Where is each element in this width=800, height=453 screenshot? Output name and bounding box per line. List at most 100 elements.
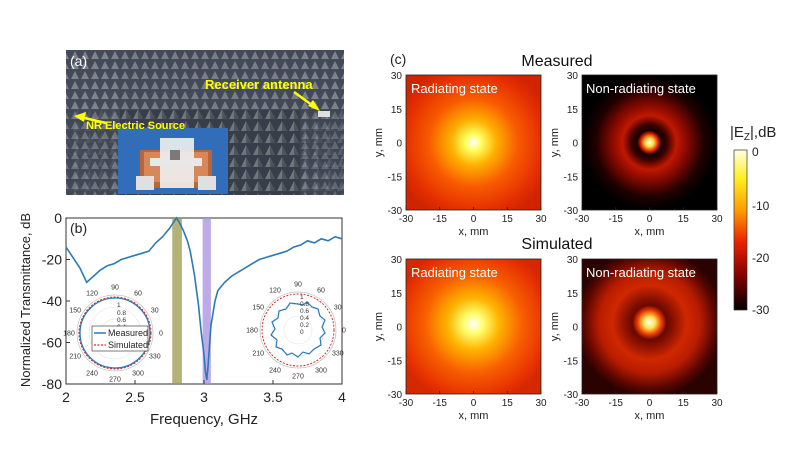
legend-measured: Measured xyxy=(108,328,148,338)
plot-b-ticks: 2 2.5 3 3.5 4 0 -20 -40 -60 -80 xyxy=(42,210,346,405)
panel-c: (c) Measured Simulated Radiating state N… xyxy=(373,51,776,422)
heatmap-measured-radiating xyxy=(406,75,541,210)
heatmap-x-tick: 30 xyxy=(535,398,547,409)
panel-a-label: (a) xyxy=(70,53,87,69)
polar-right-angle-label: 300 xyxy=(315,367,327,374)
polar-right-angle-label: 330 xyxy=(332,351,344,358)
heatmap-x-tick: 30 xyxy=(535,214,547,225)
heatmap-y-tick: 15 xyxy=(391,289,403,300)
polar-right-angle-label: 270 xyxy=(292,374,304,381)
heatmap-ylabel: y, mm xyxy=(549,312,561,341)
colorbar-tick-10: -10 xyxy=(752,199,770,213)
y-tick-label: -80 xyxy=(42,376,62,392)
polar-right-radial-06: 0.6 xyxy=(300,308,309,315)
heatmap-x-tick: 15 xyxy=(502,398,514,409)
polar-left-radial-06: 0.6 xyxy=(117,317,126,324)
heatmap-x-tick: -30 xyxy=(399,214,414,225)
heatmap-x-tick: -15 xyxy=(433,398,448,409)
polar-left-angle-label: 240 xyxy=(86,370,98,377)
polar-left-simulated xyxy=(78,296,152,370)
polar-left-angle-label: 30 xyxy=(151,308,159,315)
heatmap-x-tick: 15 xyxy=(678,214,690,225)
plot-b-ylabel: Normalized Transmittance, dB xyxy=(18,213,33,387)
colorbar-gradient xyxy=(733,149,748,311)
heatmap-y-tick: -15 xyxy=(564,356,579,367)
heatmap-x-tick: -15 xyxy=(609,214,624,225)
polar-left-measured xyxy=(79,297,151,369)
polar-right-angle-label: 180 xyxy=(246,328,258,335)
panel-c-label: (c) xyxy=(390,51,406,67)
polar-right-angle-label: 30 xyxy=(334,305,342,312)
panel-b-label: (b) xyxy=(70,220,87,236)
measured-title: Measured xyxy=(521,53,592,70)
heatmap-x-tick: -30 xyxy=(575,214,590,225)
legend-simulated: Simulated xyxy=(108,340,148,350)
colorbar-tick-30: -30 xyxy=(752,303,770,317)
colorbar-title: |EZ|,dB xyxy=(730,124,776,143)
heatmap-y-tick: 0 xyxy=(396,323,402,334)
heatmap-y-tick: 30 xyxy=(567,71,579,82)
source-label: NR Electric Source xyxy=(86,120,185,132)
polar-right-radial-1: 1 xyxy=(300,294,304,301)
heatmap-xlabel: x, mm xyxy=(635,226,665,238)
y-tick-label: 0 xyxy=(54,210,62,226)
heatmap-y-tick: 0 xyxy=(396,139,402,150)
heatmap-x-tick: 15 xyxy=(502,214,514,225)
heatmap-x-tick: -30 xyxy=(399,398,414,409)
y-tick-label: -20 xyxy=(42,252,62,268)
polar-left-angle-label: 0 xyxy=(159,331,163,338)
polar-inset-right: 1 0.8 0.6 0.4 0.2 0 90603003303002702402… xyxy=(246,282,346,381)
polar-left-angle-label: 330 xyxy=(149,354,161,361)
polar-left-angle-label: 300 xyxy=(132,370,144,377)
heatmap-ylabel: y, mm xyxy=(373,128,385,157)
polar-right-radial-08: 0.8 xyxy=(300,301,309,308)
heatmap-xlabel: x, mm xyxy=(635,410,665,422)
colorbar: |EZ|,dB 0 -10 -20 -30 xyxy=(730,124,776,317)
panel-b-plot: 2 2.5 3 3.5 4 0 -20 -40 -60 -80 (b) Frequency, GH… xyxy=(18,210,346,428)
polar-left-angle-label: 60 xyxy=(134,291,142,298)
heatmap-y-tick: -15 xyxy=(564,172,579,183)
y-tick-label: -40 xyxy=(42,293,62,309)
heatmap-y-tick: 30 xyxy=(391,255,403,266)
receiver-antenna-label: Receiver antenna xyxy=(205,77,313,92)
heatmap-axes: -30 -15 0 15 30 30 15 0 -15 -30 x, mm y, mm -30 -15 0 1… xyxy=(373,71,723,422)
polar-right-radial-0: 0 xyxy=(300,329,304,336)
simulated-radiating-title: Radiating state xyxy=(411,265,498,280)
polar-right-angle-label: 240 xyxy=(269,367,281,374)
heatmap-x-tick: 30 xyxy=(711,398,723,409)
x-tick-label: 2 xyxy=(62,389,70,405)
polar-left-angle-label: 150 xyxy=(69,308,81,315)
panel-a-photo: (a) Receiver antenna NR Electric Source xyxy=(66,50,344,195)
heatmap-xlabel: x, mm xyxy=(459,410,489,422)
heatmap-y-tick: -30 xyxy=(388,390,403,401)
x-tick-label: 4 xyxy=(338,389,346,405)
polar-left-radial-1: 1 xyxy=(117,302,121,309)
heatmap-x-tick: 0 xyxy=(647,398,653,409)
y-tick-label: -60 xyxy=(42,335,62,351)
heatmap-x-tick: -15 xyxy=(609,398,624,409)
heatmap-y-tick: 30 xyxy=(391,71,403,82)
heatmap-x-tick: 30 xyxy=(711,214,723,225)
measured-transmittance-line xyxy=(65,216,343,381)
polar-left-angle-label: 210 xyxy=(69,354,81,361)
heatmap-x-tick: -30 xyxy=(575,398,590,409)
heatmap-simulated-radiating xyxy=(406,259,541,394)
colorbar-tick-20: -20 xyxy=(752,251,770,265)
polar-right-simulated xyxy=(261,293,335,367)
polar-right-angle-label: 60 xyxy=(317,288,325,295)
heatmap-y-tick: 15 xyxy=(567,105,579,116)
highlight-band-green xyxy=(172,218,182,384)
heatmap-y-tick: 0 xyxy=(572,139,578,150)
heatmap-y-tick: -30 xyxy=(564,206,579,217)
polar-right-angle-label: 120 xyxy=(269,288,281,295)
polar-right-angle-label: 150 xyxy=(252,305,264,312)
colorbar-tick-0: 0 xyxy=(752,145,759,159)
heatmap-x-tick: 0 xyxy=(471,214,477,225)
heatmap-xlabel: x, mm xyxy=(459,226,489,238)
polar-right-angle-label: 0 xyxy=(342,328,346,335)
polar-right-radial-02: 0.2 xyxy=(300,322,309,329)
heatmap-y-tick: -15 xyxy=(388,356,403,367)
polar-right-radial-04: 0.4 xyxy=(300,315,309,322)
heatmap-y-tick: 15 xyxy=(567,289,579,300)
